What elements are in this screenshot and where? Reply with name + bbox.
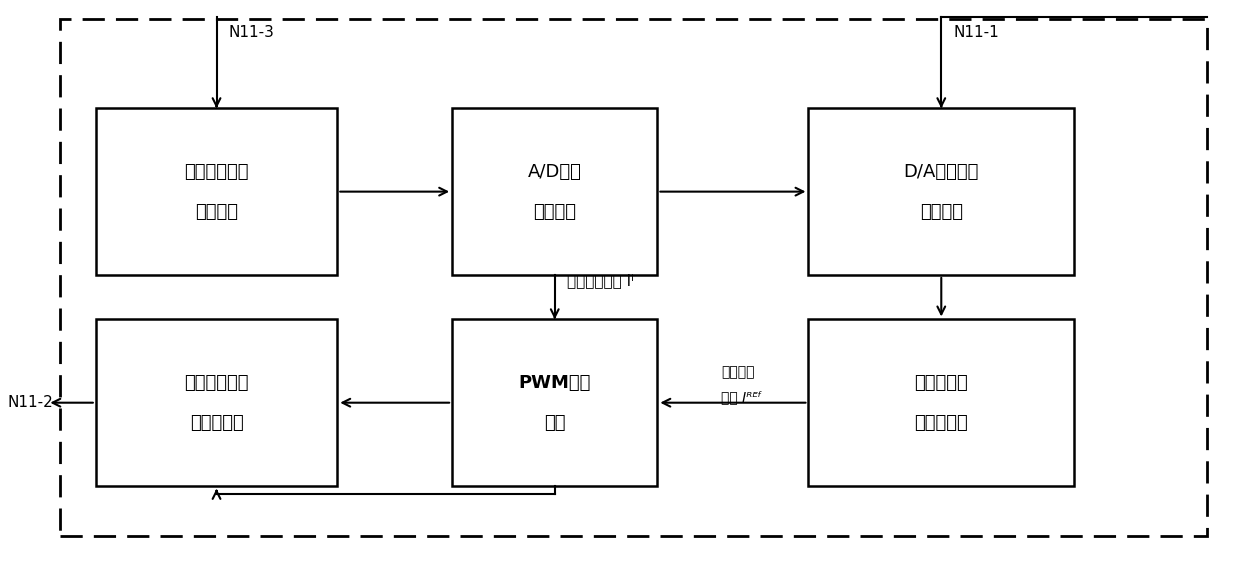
- Bar: [808, 319, 1074, 486]
- Text: 参考电流: 参考电流: [720, 365, 754, 379]
- Text: N11-1: N11-1: [954, 25, 999, 40]
- Text: 存储电路: 存储电路: [920, 203, 962, 220]
- Text: 信号 Iᴿᴱᶠ: 信号 Iᴿᴱᶠ: [720, 390, 761, 404]
- Text: 转换电路: 转换电路: [533, 203, 577, 220]
- Text: 电路: 电路: [544, 413, 565, 432]
- Text: 理补偿电路: 理补偿电路: [914, 413, 968, 432]
- Text: 输出信号驱动: 输出信号驱动: [185, 374, 249, 392]
- Bar: [95, 319, 337, 486]
- Bar: [808, 108, 1074, 275]
- Bar: [95, 108, 337, 275]
- Text: 及保护电路: 及保护电路: [190, 413, 243, 432]
- Text: N11-3: N11-3: [228, 25, 274, 40]
- Text: 反馈电流信号 Iⁱ: 反馈电流信号 Iⁱ: [567, 273, 634, 288]
- Bar: [453, 319, 657, 486]
- Text: A/D信号: A/D信号: [528, 163, 582, 181]
- Text: PWM控制: PWM控制: [518, 374, 591, 392]
- Text: N11-2: N11-2: [7, 395, 53, 410]
- Text: 模拟信号调: 模拟信号调: [914, 374, 968, 392]
- Text: D/A信号转换: D/A信号转换: [904, 163, 978, 181]
- Bar: [453, 108, 657, 275]
- Text: 采样电流信号: 采样电流信号: [185, 163, 249, 181]
- Text: 调理电路: 调理电路: [195, 203, 238, 220]
